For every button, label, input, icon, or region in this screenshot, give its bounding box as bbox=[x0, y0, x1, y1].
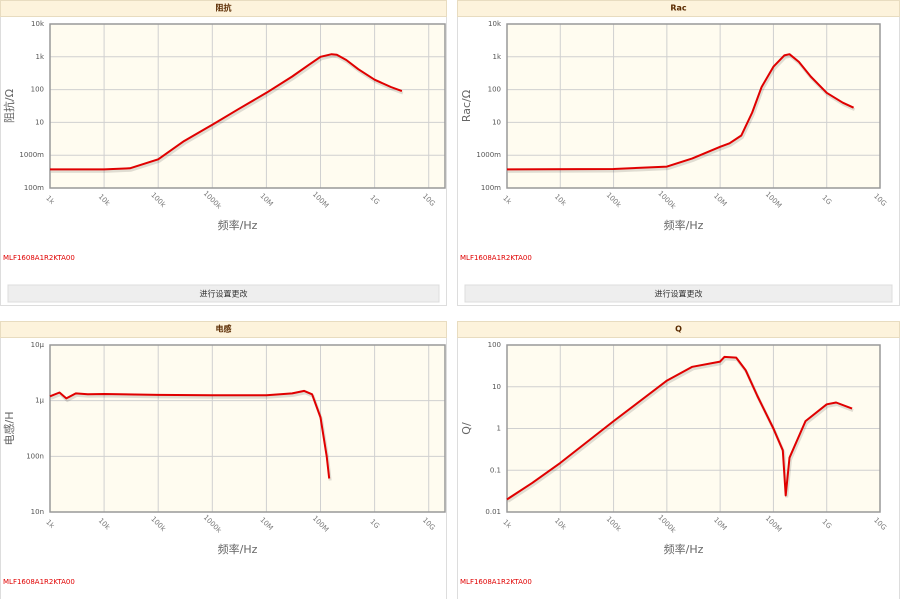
x-axis-title: 频率/Hz bbox=[664, 218, 704, 232]
y-tick-label: 1μ bbox=[35, 397, 44, 405]
plot-area bbox=[507, 24, 880, 188]
y-tick-label: 1000m bbox=[19, 151, 44, 159]
x-axis-title: 频率/Hz bbox=[218, 542, 258, 556]
y-tick-label: 10k bbox=[31, 20, 45, 28]
plot-area bbox=[50, 24, 445, 188]
y-axis-title: Rac/Ω bbox=[460, 90, 473, 122]
series-line bbox=[49, 389, 331, 479]
settings-button[interactable] bbox=[7, 284, 440, 303]
series-line bbox=[50, 53, 403, 171]
part-number: MLF1608A1R2KTA00 bbox=[3, 254, 75, 262]
y-tick-label: 1k bbox=[492, 53, 501, 61]
x-axis-title: 频率/Hz bbox=[664, 542, 704, 556]
y-tick-label: 0.01 bbox=[485, 508, 501, 516]
x-axis-title: 频率/Hz bbox=[218, 218, 258, 232]
settings-button-label: 进行设置更改 bbox=[655, 289, 703, 299]
panel-header bbox=[0, 0, 447, 17]
series-line bbox=[506, 53, 855, 171]
part-number: MLF1608A1R2KTA00 bbox=[460, 254, 532, 262]
y-tick-label: 100 bbox=[488, 86, 501, 94]
chart-title: Q bbox=[675, 325, 682, 334]
panel: Q1k 10k 100k 1000k 10M 100M 1G 10G0.010.1110100… bbox=[457, 321, 900, 599]
y-tick-label: 1000m bbox=[476, 151, 501, 159]
y-tick-label: 100 bbox=[488, 341, 501, 349]
plot-border bbox=[506, 23, 881, 189]
settings-button-label: 进行设置更改 bbox=[200, 289, 248, 299]
plot-area bbox=[50, 345, 445, 512]
panel-header bbox=[0, 321, 447, 338]
series-line bbox=[506, 355, 853, 501]
y-tick-label: 100m bbox=[481, 184, 501, 192]
plot-border bbox=[49, 23, 446, 189]
y-tick-label: 10n bbox=[31, 508, 44, 516]
part-number: MLF1608A1R2KTA00 bbox=[3, 578, 75, 586]
y-axis-title: 电感/H bbox=[3, 412, 16, 446]
y-tick-label: 1 bbox=[497, 425, 501, 433]
y-tick-label: 0.1 bbox=[490, 466, 501, 474]
y-tick-label: 100n bbox=[26, 452, 44, 460]
y-tick-label: 10μ bbox=[31, 341, 45, 349]
y-tick-label: 10k bbox=[488, 20, 502, 28]
y-tick-label: 10 bbox=[492, 118, 501, 126]
plot-border bbox=[49, 344, 446, 513]
plot-border bbox=[506, 344, 881, 513]
series-shadow bbox=[51, 54, 404, 173]
chart-title: 阻抗 bbox=[216, 3, 232, 13]
y-tick-label: 100m bbox=[24, 184, 44, 192]
part-number: MLF1608A1R2KTA00 bbox=[460, 578, 532, 586]
y-axis-title: Q/ bbox=[460, 422, 473, 435]
y-tick-label: 10 bbox=[35, 118, 44, 126]
y-tick-label: 10 bbox=[492, 383, 501, 391]
settings-button[interactable] bbox=[464, 284, 893, 303]
y-tick-label: 100 bbox=[31, 86, 44, 94]
y-axis-title: 阻抗/Ω bbox=[2, 89, 16, 123]
chart-title: 电感 bbox=[216, 324, 232, 334]
chart-title: Rac bbox=[670, 4, 687, 13]
y-tick-label: 1k bbox=[35, 53, 44, 61]
